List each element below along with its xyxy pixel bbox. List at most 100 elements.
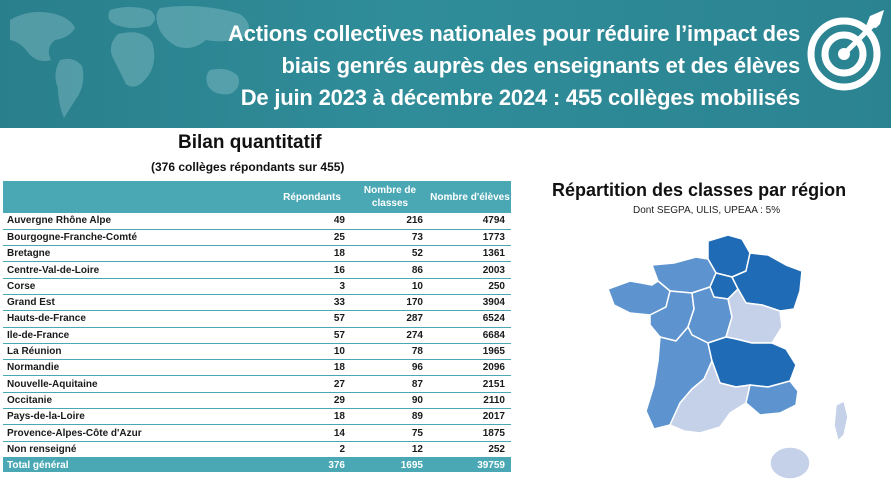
table-cell-value: 1773 <box>429 229 511 247</box>
table-cell-value: 90 <box>351 392 429 410</box>
table-cell-value: 170 <box>351 294 429 312</box>
table-cell-value: 3904 <box>429 294 511 312</box>
table-cell-region: Total général <box>3 457 273 473</box>
table-cell-value: 3 <box>273 278 351 295</box>
table-row: Pays-de-la-Loire 18 89 2017 <box>3 408 511 426</box>
table-cell-value: 57 <box>273 327 351 344</box>
map-region-la-reunion <box>769 446 811 480</box>
table-cell-value: 75 <box>351 424 429 442</box>
header-banner: Actions collectives nationales pour rédu… <box>0 0 891 128</box>
column-header-region <box>3 181 273 213</box>
table-row: Non renseigné 2 12 252 <box>3 441 511 458</box>
table-cell-region: Occitanie <box>3 392 273 410</box>
table-cell-value: 10 <box>351 278 429 295</box>
table-cell-region: Grand Est <box>3 294 273 312</box>
table-cell-value: 2 <box>273 441 351 458</box>
table-cell-value: 287 <box>351 310 429 328</box>
table-cell-region: Centre-Val-de-Loire <box>3 261 273 279</box>
map-title: Répartition des classes par région <box>552 180 847 200</box>
bilan-title: Bilan quantitatif <box>178 132 322 153</box>
table-cell-region: Normandie <box>3 359 273 377</box>
table-cell-value: 216 <box>351 213 429 230</box>
table-cell-region: Hauts-de-France <box>3 310 273 328</box>
header-title-line-1: Actions collectives nationales pour rédu… <box>228 21 800 46</box>
table-cell-value: 57 <box>273 310 351 328</box>
table-cell-value: 6684 <box>429 327 511 344</box>
table-row: Provence-Alpes-Côte d'Azur 14 75 1875 <box>3 424 511 442</box>
table-cell-value: 2017 <box>429 408 511 426</box>
table-cell-value: 2110 <box>429 392 511 410</box>
column-header-classes: Nombre de classes <box>351 181 429 213</box>
table-row: Hauts-de-France 57 287 6524 <box>3 310 511 328</box>
table-cell-region: Auvergne Rhône Alpe <box>3 213 273 230</box>
table-cell-value: 29 <box>273 392 351 410</box>
table-cell-value: 1361 <box>429 245 511 263</box>
table-cell-value: 18 <box>273 245 351 263</box>
map-subtitle: Dont SEGPA, ULIS, UPEAA : 5% <box>633 205 781 216</box>
table-row: Corse 3 10 250 <box>3 278 511 295</box>
header-title-line-3: De juin 2023 à décembre 2024 : 455 collè… <box>240 85 800 110</box>
table-cell-region: Nouvelle-Aquitaine <box>3 375 273 393</box>
stats-table: Répondants Nombre de classes Nombre d'él… <box>3 181 511 473</box>
map-region-auvergne-rhone-alpes <box>707 336 797 388</box>
table-cell-value: 12 <box>351 441 429 458</box>
table-row: Normandie 18 96 2096 <box>3 359 511 377</box>
table-cell-value: 252 <box>429 441 511 458</box>
map-region-bourgogne-franche-comte <box>725 288 783 344</box>
table-cell-value: 52 <box>351 245 429 263</box>
target-icon <box>807 10 884 91</box>
table-cell-value: 2096 <box>429 359 511 377</box>
table-cell-value: 274 <box>351 327 429 344</box>
table-cell-value: 1875 <box>429 424 511 442</box>
table-row: Occitanie 29 90 2110 <box>3 392 511 410</box>
table-row: Bretagne 18 52 1361 <box>3 245 511 263</box>
table-header-row: Répondants Nombre de classes Nombre d'él… <box>3 181 511 213</box>
map-region-paca <box>745 380 799 416</box>
france-regions-map <box>607 234 849 480</box>
table-cell-region: Pays-de-la-Loire <box>3 408 273 426</box>
table-cell-region: La Réunion <box>3 343 273 361</box>
table-cell-region: Provence-Alpes-Côte d'Azur <box>3 424 273 442</box>
header-title: Actions collectives nationales pour rédu… <box>150 18 800 114</box>
table-cell-value: 33 <box>273 294 351 312</box>
table-cell-value: 6524 <box>429 310 511 328</box>
header-title-line-2: biais genrés auprès des enseignants et d… <box>281 53 801 78</box>
table-row: Nouvelle-Aquitaine 27 87 2151 <box>3 375 511 393</box>
table-cell-region: Ile-de-France <box>3 327 273 344</box>
bilan-subtitle: (376 collèges répondants sur 455) <box>151 160 345 174</box>
column-header-eleves: Nombre d'élèves <box>429 181 511 213</box>
table-cell-value: 86 <box>351 261 429 279</box>
table-cell-value: 2151 <box>429 375 511 393</box>
table-cell-value: 89 <box>351 408 429 426</box>
table-cell-value: 1695 <box>351 457 429 473</box>
table-cell-region: Bourgogne-Franche-Comté <box>3 229 273 247</box>
map-region-occitanie <box>669 360 751 434</box>
table-cell-value: 2003 <box>429 261 511 279</box>
table-cell-value: 16 <box>273 261 351 279</box>
table-cell-value: 49 <box>273 213 351 230</box>
table-cell-value: 18 <box>273 359 351 377</box>
table-row: La Réunion 10 78 1965 <box>3 343 511 361</box>
table-cell-value: 87 <box>351 375 429 393</box>
table-body: Auvergne Rhône Alpe 49 216 4794 Bourgogne-Fr… <box>3 213 511 473</box>
table-cell-value: 96 <box>351 359 429 377</box>
table-cell-value: 4794 <box>429 213 511 230</box>
table-cell-value: 73 <box>351 229 429 247</box>
table-cell-value: 27 <box>273 375 351 393</box>
table-cell-value: 39759 <box>429 457 511 473</box>
table-cell-value: 78 <box>351 343 429 361</box>
table-row: Auvergne Rhône Alpe 49 216 4794 <box>3 213 511 230</box>
table-row: Centre-Val-de-Loire 16 86 2003 <box>3 261 511 279</box>
column-header-repondants: Répondants <box>273 181 351 213</box>
table-cell-region: Bretagne <box>3 245 273 263</box>
table-cell-value: 18 <box>273 408 351 426</box>
table-row: Bourgogne-Franche-Comté 25 73 1773 <box>3 229 511 247</box>
table-cell-region: Non renseigné <box>3 441 273 458</box>
world-map-icon <box>10 6 249 118</box>
table-total-row: Total général 376 1695 39759 <box>3 457 511 473</box>
table-row: Ile-de-France 57 274 6684 <box>3 327 511 344</box>
table-row: Grand Est 33 170 3904 <box>3 294 511 312</box>
table-cell-value: 1965 <box>429 343 511 361</box>
table-cell-value: 14 <box>273 424 351 442</box>
table-cell-value: 10 <box>273 343 351 361</box>
